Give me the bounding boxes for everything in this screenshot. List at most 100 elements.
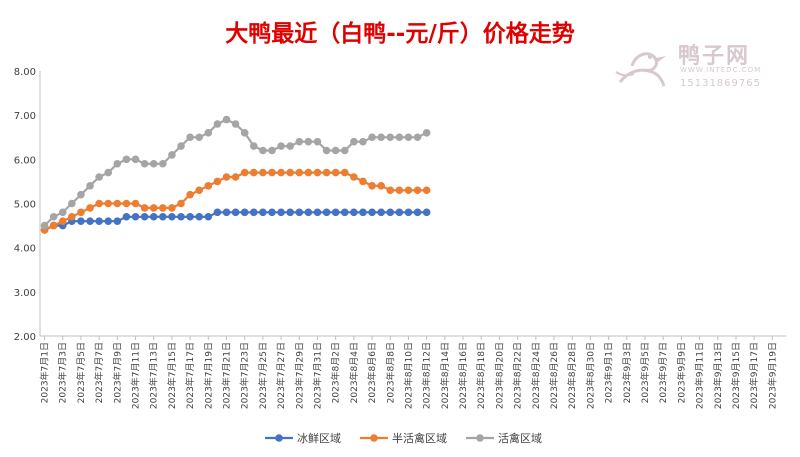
data-point — [58, 217, 67, 225]
x-tick-label: 2023年8月10日 — [402, 342, 414, 409]
data-point — [140, 159, 149, 168]
data-point — [340, 168, 349, 177]
x-tick-label: 2023年8月14日 — [439, 342, 451, 409]
data-point — [422, 186, 431, 195]
data-point — [186, 190, 194, 199]
data-point — [95, 199, 103, 208]
data-point — [386, 186, 395, 195]
data-point — [395, 186, 404, 195]
x-tick-label: 2023年7月25日 — [257, 342, 269, 409]
x-tick-label: 2023年8月20日 — [493, 342, 505, 409]
y-axis: 2.00 3.00 4.00 5.00 6.00 7.00 8.00 — [14, 67, 41, 343]
data-point — [213, 177, 222, 186]
data-point — [268, 146, 276, 155]
data-point — [350, 208, 358, 217]
data-point — [231, 208, 240, 217]
data-point — [240, 208, 249, 217]
data-point — [268, 208, 276, 217]
data-point — [40, 221, 49, 230]
data-point — [240, 129, 249, 137]
data-point — [249, 142, 258, 150]
data-point — [259, 208, 267, 217]
legend-marker-icon — [476, 434, 484, 442]
data-point — [395, 208, 404, 217]
x-tick-label: 2023年9月13日 — [712, 342, 724, 409]
data-point — [368, 208, 376, 217]
data-point — [377, 182, 385, 190]
data-point — [422, 129, 431, 137]
data-point — [222, 115, 231, 124]
x-tick-label: 2023年9月17日 — [748, 342, 760, 409]
series-2 — [40, 115, 431, 230]
data-point — [104, 168, 113, 177]
legend-item: 半活禽区域 — [360, 431, 447, 445]
data-point — [77, 190, 85, 199]
data-point — [340, 146, 349, 155]
x-tick-label: 2023年9月19日 — [766, 342, 778, 409]
x-tick-label: 2023年9月11日 — [694, 342, 706, 409]
data-point — [213, 120, 222, 128]
data-point — [395, 133, 404, 142]
data-point — [86, 204, 94, 212]
data-point — [404, 186, 413, 195]
data-point — [122, 212, 131, 221]
data-point — [68, 212, 76, 221]
data-point — [86, 182, 94, 190]
data-point — [368, 133, 376, 142]
data-point — [404, 208, 413, 217]
x-tick-label: 2023年7月7日 — [93, 342, 105, 403]
data-point — [168, 204, 176, 212]
data-point — [249, 208, 258, 217]
data-point — [195, 133, 204, 142]
data-point — [249, 168, 258, 177]
x-tick-label: 2023年8月24日 — [530, 342, 542, 409]
data-point — [268, 168, 276, 177]
legend: 冰鲜区域 半活禽区域 活禽区域 — [265, 431, 542, 445]
x-tick-label: 2023年7月13日 — [148, 342, 160, 409]
x-tick-label: 2023年7月17日 — [184, 342, 196, 409]
data-point — [159, 212, 167, 221]
y-tick-label: 7.00 — [14, 111, 36, 122]
data-point — [304, 168, 313, 177]
data-point — [331, 146, 340, 155]
x-tick-label: 2023年7月11日 — [130, 342, 142, 409]
x-tick-label: 2023年7月31日 — [311, 342, 323, 409]
data-point — [422, 208, 431, 217]
data-point — [259, 146, 267, 155]
data-point — [413, 186, 422, 195]
data-point — [295, 168, 304, 177]
series-0 — [40, 208, 431, 234]
data-point — [213, 208, 222, 217]
data-point — [313, 137, 322, 146]
x-tick-label: 2023年9月1日 — [603, 342, 615, 403]
data-point — [95, 217, 103, 225]
data-point — [304, 137, 313, 146]
x-axis: 2023年7月1日 2023年7月3日 2023年7月5日 2023年7月7日 2023… — [39, 335, 786, 409]
x-tick-label: 2023年9月7日 — [657, 342, 669, 403]
x-tick-label: 2023年8月2日 — [330, 342, 342, 403]
data-point — [49, 221, 58, 230]
data-point — [204, 212, 213, 221]
data-point — [177, 142, 185, 150]
y-tick-label: 8.00 — [14, 67, 36, 78]
data-point — [386, 133, 395, 142]
legend-label: 半活禽区域 — [392, 431, 447, 445]
data-point — [149, 159, 158, 168]
x-tick-label: 2023年7月27日 — [275, 342, 287, 409]
data-point — [58, 208, 67, 217]
data-point — [86, 217, 94, 225]
data-point — [331, 168, 340, 177]
y-tick-label: 6.00 — [14, 155, 36, 166]
watermark-url: WWW.INTEDC.COM — [680, 66, 762, 74]
watermark: 鸭子网 WWW.INTEDC.COM 15131869765 — [612, 38, 782, 98]
data-point — [413, 133, 422, 142]
x-tick-label: 2023年8月6日 — [366, 342, 378, 403]
series-1 — [40, 168, 431, 234]
x-tick-label: 2023年7月5日 — [75, 342, 87, 403]
x-tick-label: 2023年8月22日 — [512, 342, 524, 409]
data-point — [122, 155, 131, 164]
data-point — [131, 212, 140, 221]
data-point — [240, 168, 249, 177]
data-point — [113, 199, 122, 208]
